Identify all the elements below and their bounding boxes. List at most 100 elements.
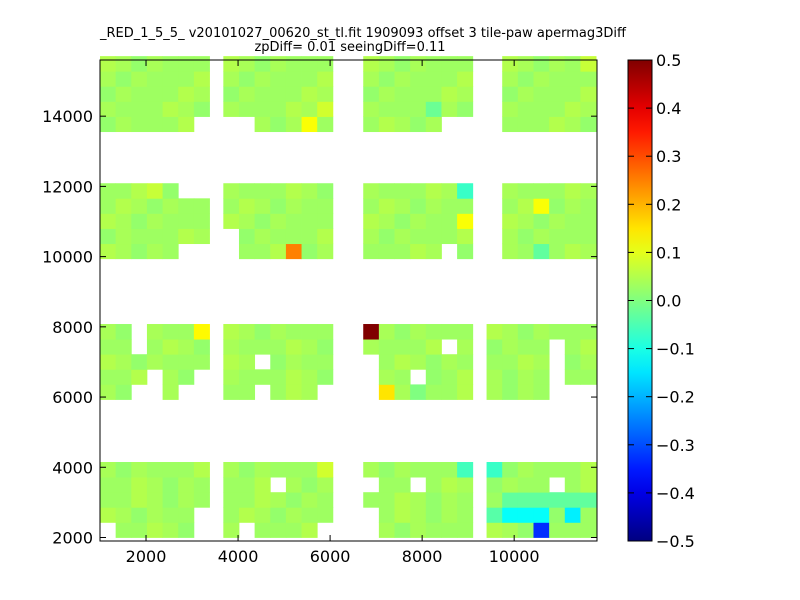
heatmap-cell	[193, 56, 210, 72]
heatmap-cell	[457, 369, 474, 385]
heatmap-cell	[394, 369, 411, 385]
heatmap-cell	[162, 116, 179, 133]
heatmap-cell	[517, 462, 534, 478]
colorbar-tick-label: 0.0	[656, 292, 681, 311]
heatmap-cell	[580, 116, 597, 133]
heatmap-cell	[580, 228, 597, 245]
heatmap-cell	[115, 56, 132, 72]
heatmap-cell	[425, 101, 442, 117]
heatmap-cell	[363, 71, 380, 87]
heatmap-cell	[549, 492, 566, 508]
heatmap-cell	[425, 324, 442, 340]
heatmap-cell	[580, 198, 597, 214]
heatmap-cell	[100, 324, 117, 340]
heatmap-cell	[162, 183, 179, 199]
heatmap-cell	[410, 198, 427, 214]
heatmap-cell	[425, 213, 442, 229]
heatmap-cell	[410, 183, 427, 199]
heatmap-cell	[441, 522, 458, 538]
heatmap-cell	[549, 56, 566, 72]
heatmap-cell	[457, 354, 474, 370]
heatmap-cell	[162, 101, 179, 117]
heatmap-cell	[193, 339, 210, 355]
heatmap-cell	[317, 198, 334, 214]
heatmap-cell	[301, 384, 318, 400]
heatmap-cell	[301, 324, 318, 340]
heatmap-cell	[441, 324, 458, 340]
heatmap-cell	[178, 354, 195, 370]
heatmap-cell	[254, 324, 271, 340]
heatmap-cell	[115, 116, 132, 133]
heatmap-cell	[270, 116, 287, 133]
heatmap-cell	[580, 183, 597, 199]
heatmap-cell	[317, 462, 334, 478]
heatmap-cell	[533, 213, 550, 229]
heatmap-cell	[517, 243, 534, 260]
heatmap-cell	[270, 183, 287, 199]
heatmap-cell	[146, 86, 163, 102]
heatmap-cell	[146, 213, 163, 229]
heatmap-cell	[441, 507, 458, 523]
heatmap-cell	[131, 507, 148, 523]
heatmap-cell	[193, 354, 210, 370]
heatmap-cell	[178, 56, 195, 72]
heatmap-cell	[486, 522, 503, 538]
heatmap-cell	[285, 86, 302, 102]
heatmap-cell	[100, 101, 117, 117]
heatmap-cell	[131, 101, 148, 117]
heatmap-cell	[223, 56, 240, 72]
heatmap-cell	[146, 183, 163, 199]
heatmap-cell	[564, 71, 581, 87]
heatmap-cell	[363, 198, 380, 214]
heatmap-cell	[394, 507, 411, 523]
heatmap-cell	[533, 369, 550, 385]
heatmap-cell	[178, 507, 195, 523]
heatmap-cell	[502, 213, 519, 229]
heatmap-cell	[425, 369, 442, 385]
heatmap-cell	[378, 507, 395, 523]
heatmap-cell	[394, 86, 411, 102]
heatmap-cell	[549, 86, 566, 102]
heatmap-cell	[100, 477, 117, 493]
heatmap-cell	[502, 492, 519, 508]
colorbar-tick-label: 0.5	[656, 51, 681, 70]
heatmap-cell	[517, 477, 534, 493]
heatmap-cell	[178, 228, 195, 245]
heatmap-cell	[270, 354, 287, 370]
heatmap-cell	[301, 369, 318, 385]
heatmap-cell	[378, 324, 395, 340]
heatmap-cells	[100, 56, 597, 538]
heatmap-cell	[564, 213, 581, 229]
heatmap-cell	[178, 324, 195, 340]
heatmap-cell	[441, 384, 458, 400]
heatmap-cell	[317, 56, 334, 72]
heatmap-cell	[146, 522, 163, 538]
heatmap-cell	[285, 369, 302, 385]
heatmap-cell	[502, 324, 519, 340]
heatmap-cell	[285, 213, 302, 229]
heatmap-cell	[238, 477, 256, 493]
heatmap-cell	[223, 462, 240, 478]
heatmap-cell	[270, 339, 287, 355]
heatmap-cell	[238, 213, 256, 229]
heatmap-cell	[517, 213, 534, 229]
heatmap-cell	[517, 507, 534, 523]
heatmap-cell	[115, 213, 132, 229]
heatmap-cell	[270, 507, 287, 523]
heatmap-cell	[441, 101, 458, 117]
heatmap-cell	[533, 339, 550, 355]
heatmap-cell	[285, 56, 302, 72]
heatmap-cell	[317, 71, 334, 87]
heatmap-cell	[238, 183, 256, 199]
heatmap-cell	[486, 477, 503, 493]
heatmap-cell	[564, 243, 581, 260]
heatmap-cell	[178, 522, 195, 538]
heatmap-cell	[363, 116, 380, 133]
heatmap-cell	[564, 101, 581, 117]
heatmap-cell	[425, 56, 442, 72]
heatmap-cell	[378, 339, 395, 355]
heatmap-cell	[301, 116, 318, 133]
heatmap-cell	[285, 183, 302, 199]
heatmap-cell	[517, 228, 534, 245]
heatmap-cell	[131, 116, 148, 133]
